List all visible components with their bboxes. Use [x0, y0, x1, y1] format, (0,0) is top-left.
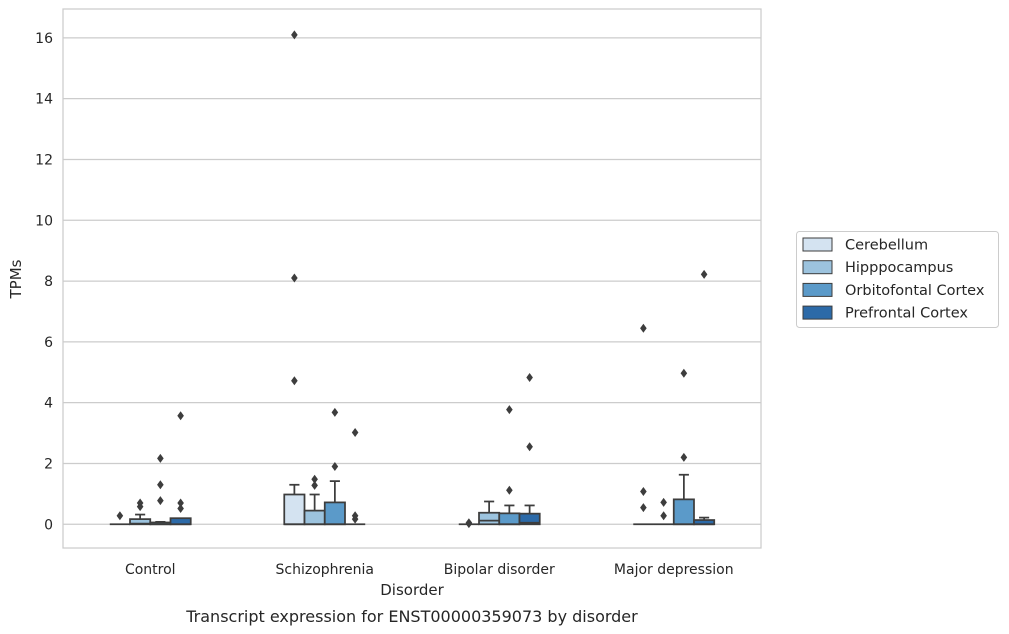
box-group-control [109, 411, 192, 526]
outlier-point [311, 480, 318, 490]
box [518, 512, 541, 526]
outlier-point [177, 411, 184, 421]
legend-swatch [802, 260, 833, 275]
legend-swatch [802, 282, 833, 297]
y-tick-label: 6 [44, 335, 53, 351]
legend: Cerebellum Hipppocampus Orbitofontal Corte… [796, 231, 999, 328]
plot-frame [62, 8, 762, 549]
x-tick-label: Control [125, 562, 176, 578]
outlier-point [640, 486, 647, 496]
outlier-point [526, 372, 533, 382]
y-tick-label: 10 [35, 213, 53, 229]
y-tick-label: 4 [44, 396, 53, 412]
y-tick-labels: 0 2 4 6 8 10 12 14 16 [35, 31, 53, 533]
box-group-schizophrenia [283, 30, 366, 526]
outlier-point [157, 496, 164, 506]
y-tick-label: 12 [35, 152, 53, 168]
outlier-point [177, 498, 184, 508]
outlier-point [331, 407, 339, 417]
outlier-point [506, 405, 513, 415]
legend-frame [796, 231, 999, 328]
outlier-point [506, 485, 513, 495]
outlier-point [465, 518, 473, 528]
y-tick-label: 2 [44, 456, 53, 472]
outlier-point [351, 427, 359, 437]
outlier-point [291, 273, 298, 283]
y-axis-label: TPMs [7, 259, 25, 299]
x-tick-label: Bipolar disorder [444, 562, 555, 578]
outlier-point [640, 323, 647, 333]
box [323, 501, 346, 526]
y-tick-label: 16 [35, 31, 53, 47]
x-tick-labels: Control Schizophrenia Bipolar disorder Majo… [125, 562, 734, 578]
box-groups [109, 30, 716, 529]
outlier-point [526, 442, 533, 452]
box [169, 517, 192, 526]
outlier-point [136, 498, 144, 508]
box [672, 498, 695, 526]
y-tick-label: 8 [44, 274, 53, 290]
box [303, 509, 326, 526]
plot-background [63, 9, 761, 548]
legend-swatch [802, 305, 833, 320]
gridlines [63, 37, 761, 525]
legend-label: Hipppocampus [845, 260, 953, 276]
outlier-point [700, 269, 708, 279]
x-tick-label: Schizophrenia [276, 562, 374, 578]
box [478, 511, 501, 526]
legend-label: Orbitofontal Cortex [845, 283, 985, 299]
y-tick-label: 0 [44, 517, 53, 533]
legend-label: Cerebellum [845, 238, 928, 254]
y-tick-label: 14 [35, 92, 53, 108]
outlier-point [351, 511, 359, 521]
outlier-point [660, 511, 667, 521]
legend-swatch [802, 237, 833, 252]
box-group-major-depression [633, 269, 716, 526]
box-group-bipolar-disorder [458, 372, 541, 529]
legend-label: Prefrontal Cortex [845, 306, 968, 322]
outlier-point [116, 511, 124, 521]
outlier-point [640, 503, 647, 513]
outlier-point [291, 376, 298, 386]
figure-caption: Transcript expression for ENST0000035907… [185, 607, 638, 626]
outlier-point [660, 497, 667, 507]
outlier-point [157, 480, 164, 490]
outlier-point [177, 503, 184, 513]
outlier-point [311, 474, 318, 484]
box [283, 493, 306, 526]
outlier-point [157, 453, 164, 463]
outlier-point [680, 368, 688, 378]
box [498, 512, 521, 526]
x-tick-label: Major depression [614, 562, 734, 578]
outlier-point [680, 452, 688, 462]
x-axis-label: Disorder [380, 581, 444, 599]
outlier-point [291, 30, 298, 40]
outlier-point [331, 462, 339, 472]
